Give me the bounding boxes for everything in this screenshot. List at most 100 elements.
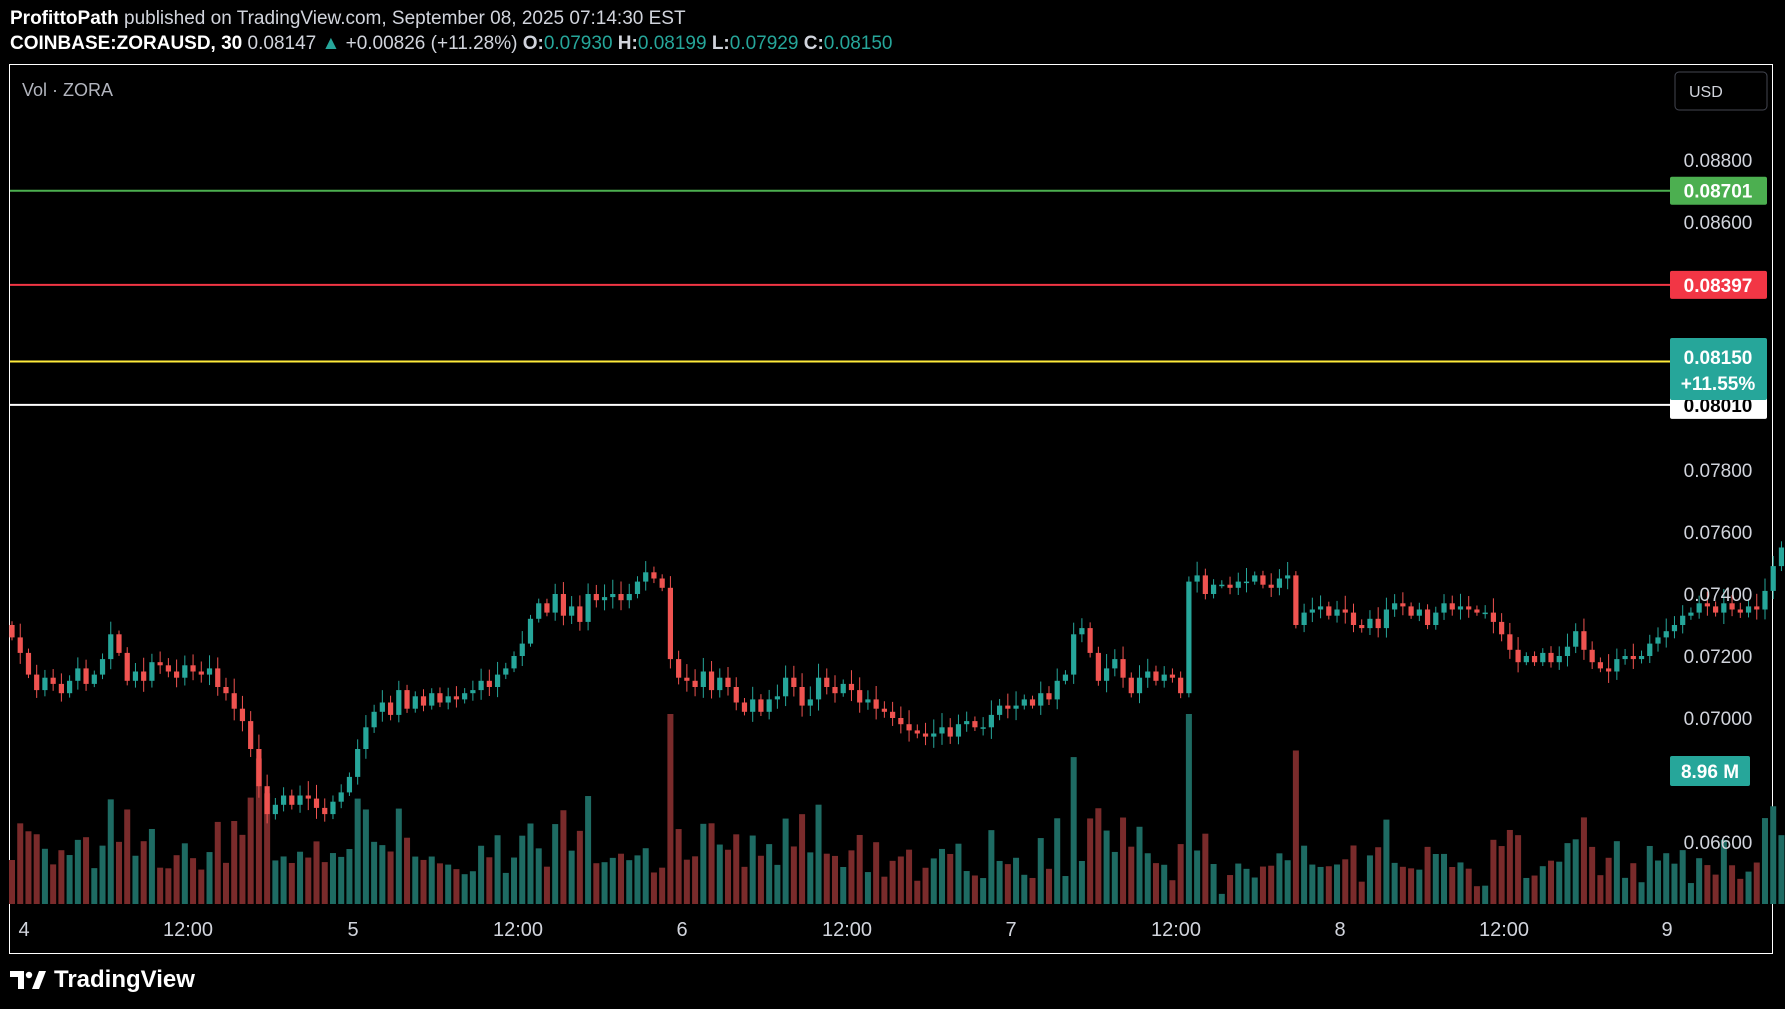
candle-body — [659, 578, 665, 588]
volume-bar — [650, 872, 657, 904]
currency-button-label: USD — [1689, 84, 1723, 101]
candle-body — [601, 597, 608, 601]
volume-bar — [165, 868, 172, 904]
volume-bar — [922, 867, 929, 904]
volume-bar — [1309, 864, 1316, 904]
volume-bar — [725, 849, 732, 904]
volume-bar — [1383, 819, 1390, 904]
candle-body — [1589, 649, 1595, 663]
candle-body — [1597, 662, 1603, 669]
candle-body — [1219, 584, 1225, 587]
volume-bar — [1556, 861, 1563, 904]
volume-bar — [362, 809, 369, 904]
volume-bar — [1021, 874, 1028, 904]
candle-body — [1630, 656, 1636, 660]
candle-body — [429, 693, 435, 706]
x-tick-label: 12:00 — [1151, 919, 1201, 941]
candle-body — [305, 795, 311, 799]
volume-bar — [1580, 817, 1587, 904]
symbol-name[interactable]: COINBASE:ZORAUSD, 30 — [10, 33, 243, 54]
candle-body — [1745, 606, 1752, 613]
volume-bar — [494, 835, 501, 904]
level-price-label: 0.08010 — [1684, 396, 1753, 417]
volume-bar — [1449, 867, 1456, 904]
volume-bar — [502, 872, 509, 904]
volume-bar — [1696, 858, 1703, 904]
volume-bar — [198, 869, 205, 904]
candle-body — [1194, 575, 1200, 582]
volume-bar — [157, 867, 164, 904]
volume-bar — [873, 842, 880, 904]
volume-bar — [486, 857, 493, 904]
volume-bar — [1325, 866, 1332, 904]
volume-bar — [947, 853, 954, 904]
volume-bar — [239, 834, 246, 904]
volume-bar — [1778, 835, 1785, 904]
candle-body — [931, 733, 937, 737]
volume-bar — [1589, 846, 1596, 904]
open-label: O: — [522, 33, 544, 54]
candle-body — [643, 572, 649, 582]
candle-body — [610, 594, 616, 598]
volume-bar — [535, 848, 542, 904]
volume-bar — [1210, 864, 1217, 904]
candle-body — [1548, 652, 1554, 663]
candle-body — [552, 594, 558, 613]
candle-body — [1260, 575, 1266, 585]
volume-bar — [799, 814, 806, 904]
low-value: 0.07929 — [729, 33, 799, 54]
volume-bar — [288, 862, 295, 904]
candle-body — [1301, 612, 1307, 625]
candle-body — [1507, 634, 1513, 650]
volume-bar — [700, 823, 707, 904]
volume-bar — [1128, 846, 1135, 904]
volume-bar — [264, 793, 271, 904]
volume-bar — [708, 823, 715, 904]
volume-indicator-label[interactable]: Vol · ZORA — [22, 80, 113, 100]
volume-bar — [1152, 863, 1159, 904]
candle-body — [1688, 612, 1694, 616]
volume-bar — [1136, 826, 1143, 904]
candle-body — [91, 674, 97, 684]
candle-body — [346, 776, 353, 793]
published-text: published on TradingView.com, September … — [124, 8, 686, 29]
candle-body — [1499, 621, 1505, 635]
volume-bar — [675, 829, 682, 904]
level-price-label: 0.08701 — [1684, 182, 1753, 203]
volume-bar — [132, 855, 139, 904]
volume-bar — [1408, 868, 1415, 904]
x-tick-label: 4 — [18, 919, 29, 941]
candle-body — [1317, 606, 1324, 610]
candle-body — [1153, 671, 1159, 681]
candle-body — [1466, 606, 1472, 610]
volume-bar — [733, 834, 740, 904]
volume-bar — [1268, 865, 1275, 904]
candle-body — [815, 677, 822, 700]
currency-button[interactable] — [1674, 71, 1768, 111]
candle-body — [1663, 631, 1669, 638]
volume-bar — [914, 880, 921, 904]
volume-bar — [856, 834, 863, 904]
volume-bar — [124, 809, 131, 904]
candle-body — [750, 699, 756, 712]
y-tick-label: 0.07400 — [1684, 585, 1753, 606]
candle-body — [1400, 603, 1406, 607]
candle-body — [182, 665, 188, 678]
volume-bar — [823, 853, 830, 904]
volume-bar — [618, 853, 625, 904]
volume-bar — [231, 821, 238, 904]
publish-line: ProfittoPath published on TradingView.co… — [10, 6, 686, 31]
candle-body — [1515, 649, 1521, 663]
author-name[interactable]: ProfittoPath — [10, 8, 119, 29]
volume-bar — [1498, 846, 1505, 904]
volume-bar — [692, 856, 699, 904]
candle-body — [1112, 659, 1118, 669]
volume-bar — [1531, 875, 1538, 904]
candle-body — [272, 804, 278, 815]
volume-bar — [716, 844, 723, 904]
volume-bar — [1572, 839, 1579, 904]
volume-bar — [1737, 878, 1744, 904]
x-tick-label: 6 — [676, 919, 687, 941]
tradingview-logo[interactable]: TradingView — [10, 966, 195, 994]
